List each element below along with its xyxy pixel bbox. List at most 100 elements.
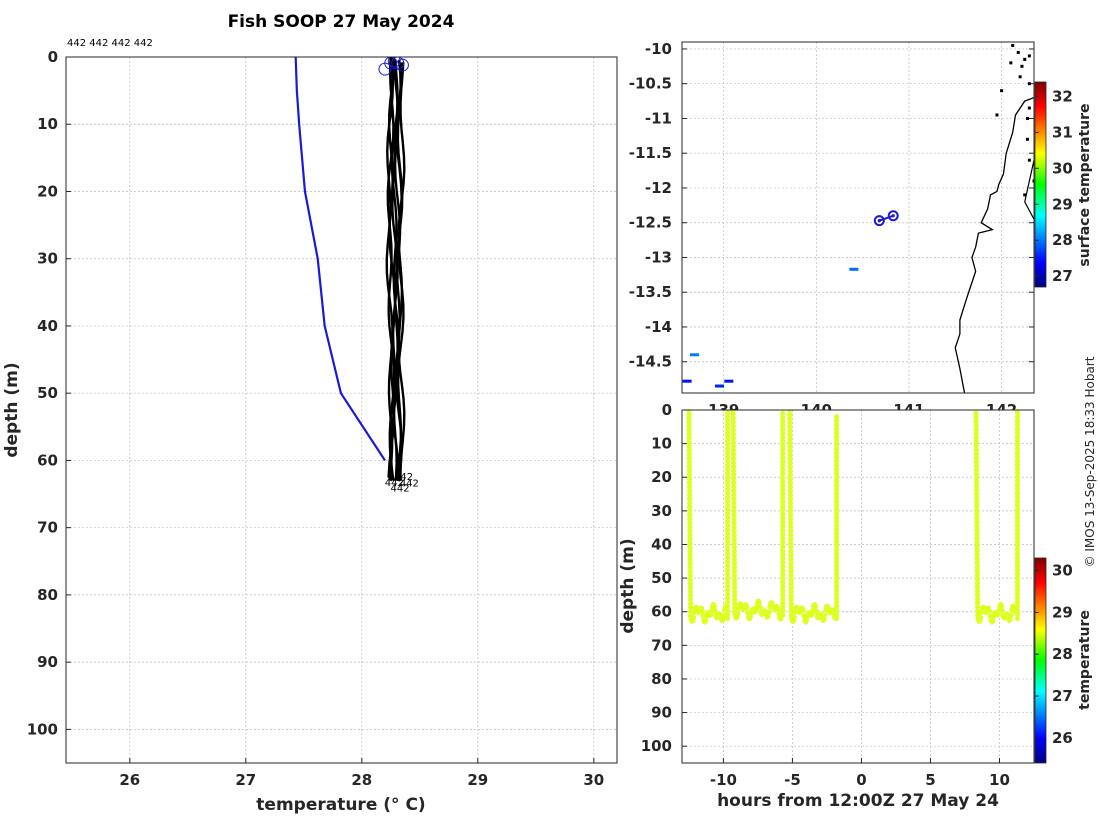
temperature-point xyxy=(973,455,979,461)
temperature-point xyxy=(974,491,980,497)
temperature-point xyxy=(974,511,980,517)
temperature-point xyxy=(731,592,738,599)
temperature-point xyxy=(731,552,737,558)
temperature-point xyxy=(974,600,981,606)
temperature-point xyxy=(787,455,793,462)
profile-end-label: 442 xyxy=(400,479,419,490)
temperature-point xyxy=(687,512,693,518)
temperature-point xyxy=(787,520,794,526)
colorbar-tick-label: 31 xyxy=(1052,123,1073,141)
temperature-point xyxy=(730,415,736,421)
temperature-point xyxy=(834,591,840,597)
temperature-point xyxy=(724,599,731,605)
temperature-point xyxy=(687,568,693,574)
temperature-point xyxy=(780,499,786,505)
temperature-point xyxy=(999,608,1005,614)
temperature-point xyxy=(780,604,786,610)
plot-background xyxy=(66,57,617,763)
temperature-point xyxy=(780,519,786,525)
temperature-point xyxy=(1014,519,1021,525)
y-tick-label: 100 xyxy=(641,737,672,755)
temperature-point xyxy=(780,543,786,550)
temperature-point xyxy=(787,471,793,478)
temperature-point xyxy=(1014,595,1021,601)
temperature-point xyxy=(787,451,793,457)
temperature-point xyxy=(780,564,786,570)
east-coast xyxy=(1024,160,1034,220)
temperature-point xyxy=(724,466,731,472)
temperature-point xyxy=(780,418,786,425)
temperature-point xyxy=(834,514,840,521)
temperature-point xyxy=(973,459,980,465)
temperature-point xyxy=(834,615,840,622)
temperature-point xyxy=(974,568,980,574)
temperature-point xyxy=(744,604,750,611)
temperature-point xyxy=(974,539,980,546)
temperature-point xyxy=(834,519,840,525)
x-tick-label: -5 xyxy=(784,771,801,789)
temperature-point xyxy=(788,564,794,570)
temperature-point xyxy=(787,508,794,514)
y-tick-label: 30 xyxy=(651,502,672,520)
temperature-point xyxy=(1014,478,1021,484)
lat-tick-label: -11.5 xyxy=(629,144,672,162)
temperature-point xyxy=(834,502,840,509)
temperature-point xyxy=(973,471,980,477)
temperature-point xyxy=(974,547,980,554)
y-tick-label: 40 xyxy=(37,317,58,335)
temperature-point xyxy=(724,478,731,484)
temperature-point xyxy=(731,560,737,566)
temperature-point xyxy=(1014,418,1021,424)
temperature-point xyxy=(724,426,731,432)
temperature-point xyxy=(731,516,737,522)
island xyxy=(1026,116,1030,120)
temperature-point xyxy=(687,504,693,510)
temperature-point xyxy=(1014,547,1021,553)
temperature-point xyxy=(973,414,979,420)
temperature-point xyxy=(780,451,786,457)
map-background xyxy=(682,42,1034,393)
colorbar-tick-label: 28 xyxy=(1052,231,1073,249)
temperature-point xyxy=(780,560,786,566)
climatology-line xyxy=(294,57,386,462)
temperature-point xyxy=(720,616,726,623)
lat-tick-label: -12.5 xyxy=(629,214,672,232)
temperature-point xyxy=(1014,567,1021,573)
temperature-point xyxy=(730,463,737,470)
lat-tick-label: -13.5 xyxy=(629,283,672,301)
temperature-point xyxy=(974,576,980,582)
temperature-point xyxy=(975,608,981,614)
temperature-point xyxy=(731,484,737,490)
temperature-point xyxy=(686,415,692,421)
temperature-point xyxy=(788,552,794,558)
island xyxy=(1018,75,1022,79)
temperature-point xyxy=(724,523,731,529)
temperature-point xyxy=(974,592,981,598)
x-tick-label: 27 xyxy=(235,771,256,789)
temperature-point xyxy=(973,451,979,457)
temperature-point xyxy=(780,479,786,485)
temperature-point xyxy=(731,496,737,502)
temperature-point xyxy=(686,431,692,437)
temperature-point xyxy=(780,511,786,517)
temperature-point xyxy=(686,467,692,474)
temperature-colorbar-ticks: 26 27 28 29 30 xyxy=(1035,562,1073,747)
temperature-point xyxy=(687,584,693,591)
temperature-point xyxy=(731,520,737,526)
temperature-point xyxy=(787,475,793,482)
temperature-point xyxy=(780,455,786,461)
y-tick-label: 60 xyxy=(37,451,58,469)
temperature-point xyxy=(834,575,840,581)
temperature-point xyxy=(787,467,793,474)
temperature-point xyxy=(834,486,840,492)
temperature-point xyxy=(1014,506,1021,513)
colorbar-tick-label: 32 xyxy=(1052,87,1073,105)
temperature-point xyxy=(1014,458,1021,464)
temperature-point xyxy=(788,532,794,538)
temperature-point xyxy=(834,458,840,464)
temperature-point xyxy=(1014,438,1021,444)
temperature-point xyxy=(788,592,794,599)
island xyxy=(1009,61,1013,65)
x-tick-label: 0 xyxy=(856,771,866,789)
